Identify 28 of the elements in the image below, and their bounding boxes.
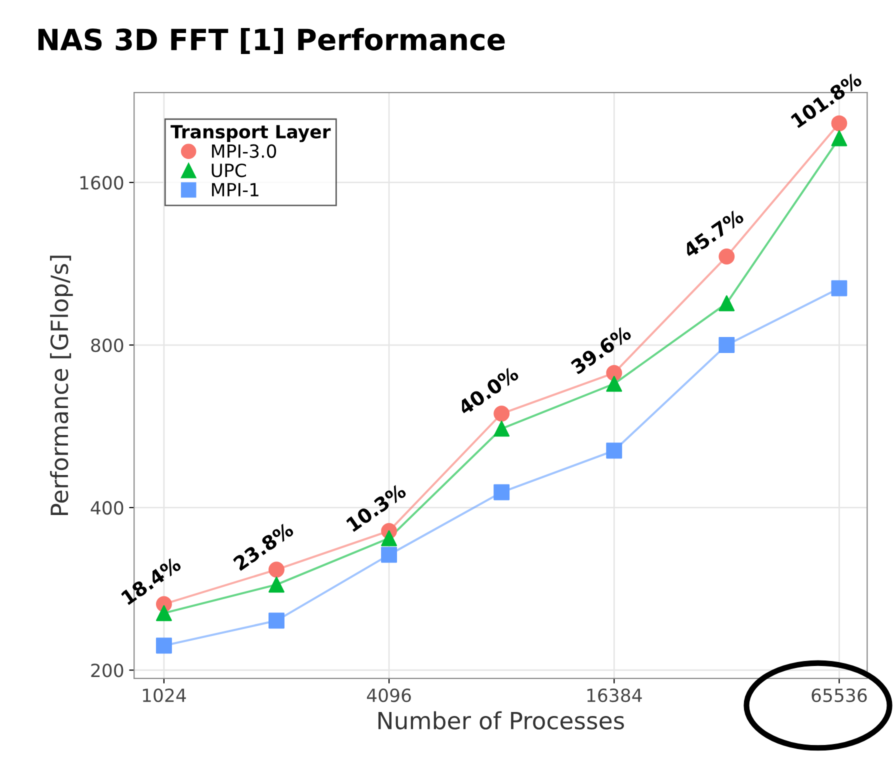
x-tick-label: 16384 bbox=[587, 688, 642, 702]
point bbox=[718, 337, 735, 353]
point bbox=[606, 376, 622, 392]
point bbox=[606, 442, 622, 459]
legend-label: MPI-3.0 bbox=[212, 144, 276, 158]
point bbox=[494, 484, 510, 500]
point bbox=[831, 280, 848, 296]
chart-title: NAS 3D FFT [1] Performance bbox=[38, 28, 505, 54]
point bbox=[156, 605, 172, 622]
y-tick-label: 200 bbox=[91, 664, 124, 678]
point bbox=[381, 546, 398, 563]
point bbox=[831, 130, 848, 146]
x-axis-title: Number of Processes bbox=[378, 711, 624, 730]
point bbox=[718, 295, 735, 312]
x-tick-label: 1024 bbox=[142, 688, 186, 702]
y-tick-label: 1600 bbox=[80, 176, 124, 190]
y-axis-title: Performance [GFlop/s] bbox=[50, 256, 73, 516]
x-tick-label: 4096 bbox=[366, 688, 411, 702]
x-tick-label: 65536 bbox=[812, 688, 867, 702]
legend-title: Transport Layer bbox=[170, 125, 331, 142]
point bbox=[268, 576, 284, 593]
point bbox=[494, 420, 510, 437]
y-tick-label: 800 bbox=[91, 338, 124, 352]
y-tick-label: 400 bbox=[90, 501, 124, 515]
point bbox=[268, 612, 284, 629]
point bbox=[156, 638, 172, 654]
legend-label: UPC bbox=[212, 164, 246, 178]
legend-label: MPI-1 bbox=[212, 183, 258, 196]
